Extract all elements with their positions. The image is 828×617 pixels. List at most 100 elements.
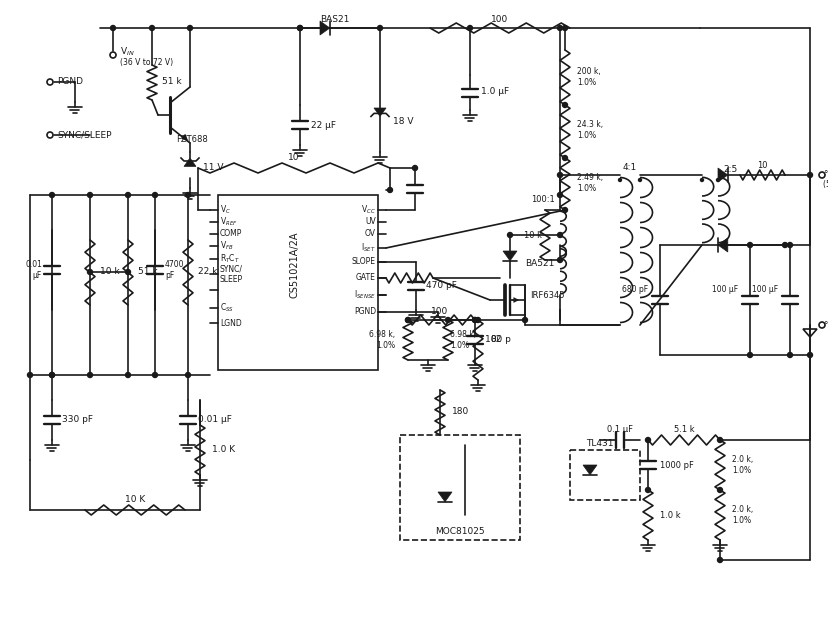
Circle shape <box>787 242 792 247</box>
Text: 0.01 µF: 0.01 µF <box>198 415 232 424</box>
Circle shape <box>387 188 392 193</box>
Text: °SGND: °SGND <box>822 320 828 329</box>
Circle shape <box>297 25 302 30</box>
Text: 0.01
µF: 0.01 µF <box>25 260 42 280</box>
Circle shape <box>297 25 302 30</box>
Text: V$_{IN}$: V$_{IN}$ <box>120 46 134 58</box>
Text: V$_C$: V$_C$ <box>219 204 231 216</box>
Circle shape <box>472 318 477 323</box>
Circle shape <box>377 25 382 30</box>
Text: 100: 100 <box>491 15 508 23</box>
Text: 680 pF: 680 pF <box>621 286 647 294</box>
Text: BA521: BA521 <box>524 259 554 268</box>
Circle shape <box>125 193 130 197</box>
Circle shape <box>787 352 792 357</box>
Text: PGND: PGND <box>354 307 376 317</box>
Circle shape <box>467 25 472 30</box>
Circle shape <box>806 173 811 178</box>
Circle shape <box>110 52 116 58</box>
Circle shape <box>47 132 53 138</box>
Text: UV: UV <box>365 218 376 226</box>
Text: 24.3 k,
1.0%: 24.3 k, 1.0% <box>576 120 603 139</box>
Text: 100: 100 <box>431 307 448 317</box>
Text: 100 µF: 100 µF <box>751 286 777 294</box>
Text: 470 pF: 470 pF <box>426 281 456 289</box>
Circle shape <box>556 193 562 197</box>
Text: 1000 pF: 1000 pF <box>659 460 693 470</box>
Circle shape <box>717 558 722 563</box>
Circle shape <box>27 373 32 378</box>
Polygon shape <box>717 238 727 252</box>
Text: CS51021A/2A: CS51021A/2A <box>290 232 300 298</box>
Bar <box>570 450 639 500</box>
Text: V$_{FB}$: V$_{FB}$ <box>219 240 233 252</box>
Text: BAS21: BAS21 <box>320 15 349 23</box>
Polygon shape <box>437 492 451 502</box>
Circle shape <box>405 318 410 323</box>
Circle shape <box>475 318 480 323</box>
Circle shape <box>88 193 93 197</box>
Text: 11 V: 11 V <box>203 164 224 173</box>
Text: R$_T$C$_T$: R$_T$C$_T$ <box>219 253 239 265</box>
Text: 330 pF: 330 pF <box>62 415 93 424</box>
Text: V$_{REF}$: V$_{REF}$ <box>219 216 238 228</box>
Circle shape <box>125 373 130 378</box>
Text: IRF6345: IRF6345 <box>529 291 564 299</box>
Circle shape <box>412 165 417 170</box>
Circle shape <box>747 352 752 357</box>
Text: 10: 10 <box>288 154 300 162</box>
Circle shape <box>152 193 157 197</box>
Circle shape <box>88 373 93 378</box>
Text: 100:1: 100:1 <box>531 196 554 204</box>
Circle shape <box>445 318 450 323</box>
Text: OV: OV <box>364 230 376 239</box>
Circle shape <box>638 178 641 181</box>
Text: (5 V/5 A): (5 V/5 A) <box>822 181 828 189</box>
Polygon shape <box>373 108 386 117</box>
Circle shape <box>88 270 93 275</box>
Text: (36 V to 72 V): (36 V to 72 V) <box>120 57 173 67</box>
Text: LGND: LGND <box>219 318 242 328</box>
Circle shape <box>645 437 650 442</box>
Text: TL431: TL431 <box>585 439 613 447</box>
Polygon shape <box>503 251 517 261</box>
Text: COMP: COMP <box>219 230 242 239</box>
Circle shape <box>818 322 824 328</box>
Circle shape <box>562 155 567 160</box>
Circle shape <box>50 373 55 378</box>
Circle shape <box>562 102 567 107</box>
Circle shape <box>700 178 703 181</box>
Text: 4700
pF: 4700 pF <box>165 260 185 280</box>
Circle shape <box>185 193 190 197</box>
Text: 0.1 µF: 0.1 µF <box>606 426 633 434</box>
Circle shape <box>806 352 811 357</box>
Circle shape <box>818 172 824 178</box>
Circle shape <box>149 25 154 30</box>
Text: C$_{SS}$: C$_{SS}$ <box>219 302 233 314</box>
Circle shape <box>715 178 719 181</box>
Text: 4:1: 4:1 <box>622 162 637 172</box>
Circle shape <box>747 242 752 247</box>
Text: °V$_{OUT}$: °V$_{OUT}$ <box>822 169 828 181</box>
Circle shape <box>556 233 562 238</box>
Text: 2.0 k,
1.0%: 2.0 k, 1.0% <box>731 505 753 524</box>
Text: 6.98 k,
1.0%: 6.98 k, 1.0% <box>368 330 394 350</box>
Polygon shape <box>320 21 330 35</box>
Text: 82: 82 <box>489 336 501 344</box>
Circle shape <box>717 487 722 492</box>
Circle shape <box>522 318 527 323</box>
Circle shape <box>50 193 55 197</box>
Circle shape <box>782 242 787 247</box>
Circle shape <box>185 373 190 378</box>
Text: 10 k: 10 k <box>523 231 542 239</box>
Text: 10 k: 10 k <box>100 268 119 276</box>
Circle shape <box>556 173 562 178</box>
Text: 6.98 k,
1.0%: 6.98 k, 1.0% <box>450 330 475 350</box>
Circle shape <box>187 25 192 30</box>
Text: 100 p: 100 p <box>484 336 510 344</box>
Polygon shape <box>717 168 727 182</box>
Text: 1.0 K: 1.0 K <box>212 445 235 455</box>
Text: 51 k: 51 k <box>161 78 181 86</box>
Text: 2:5: 2:5 <box>722 165 736 175</box>
Text: GATE: GATE <box>356 273 376 283</box>
